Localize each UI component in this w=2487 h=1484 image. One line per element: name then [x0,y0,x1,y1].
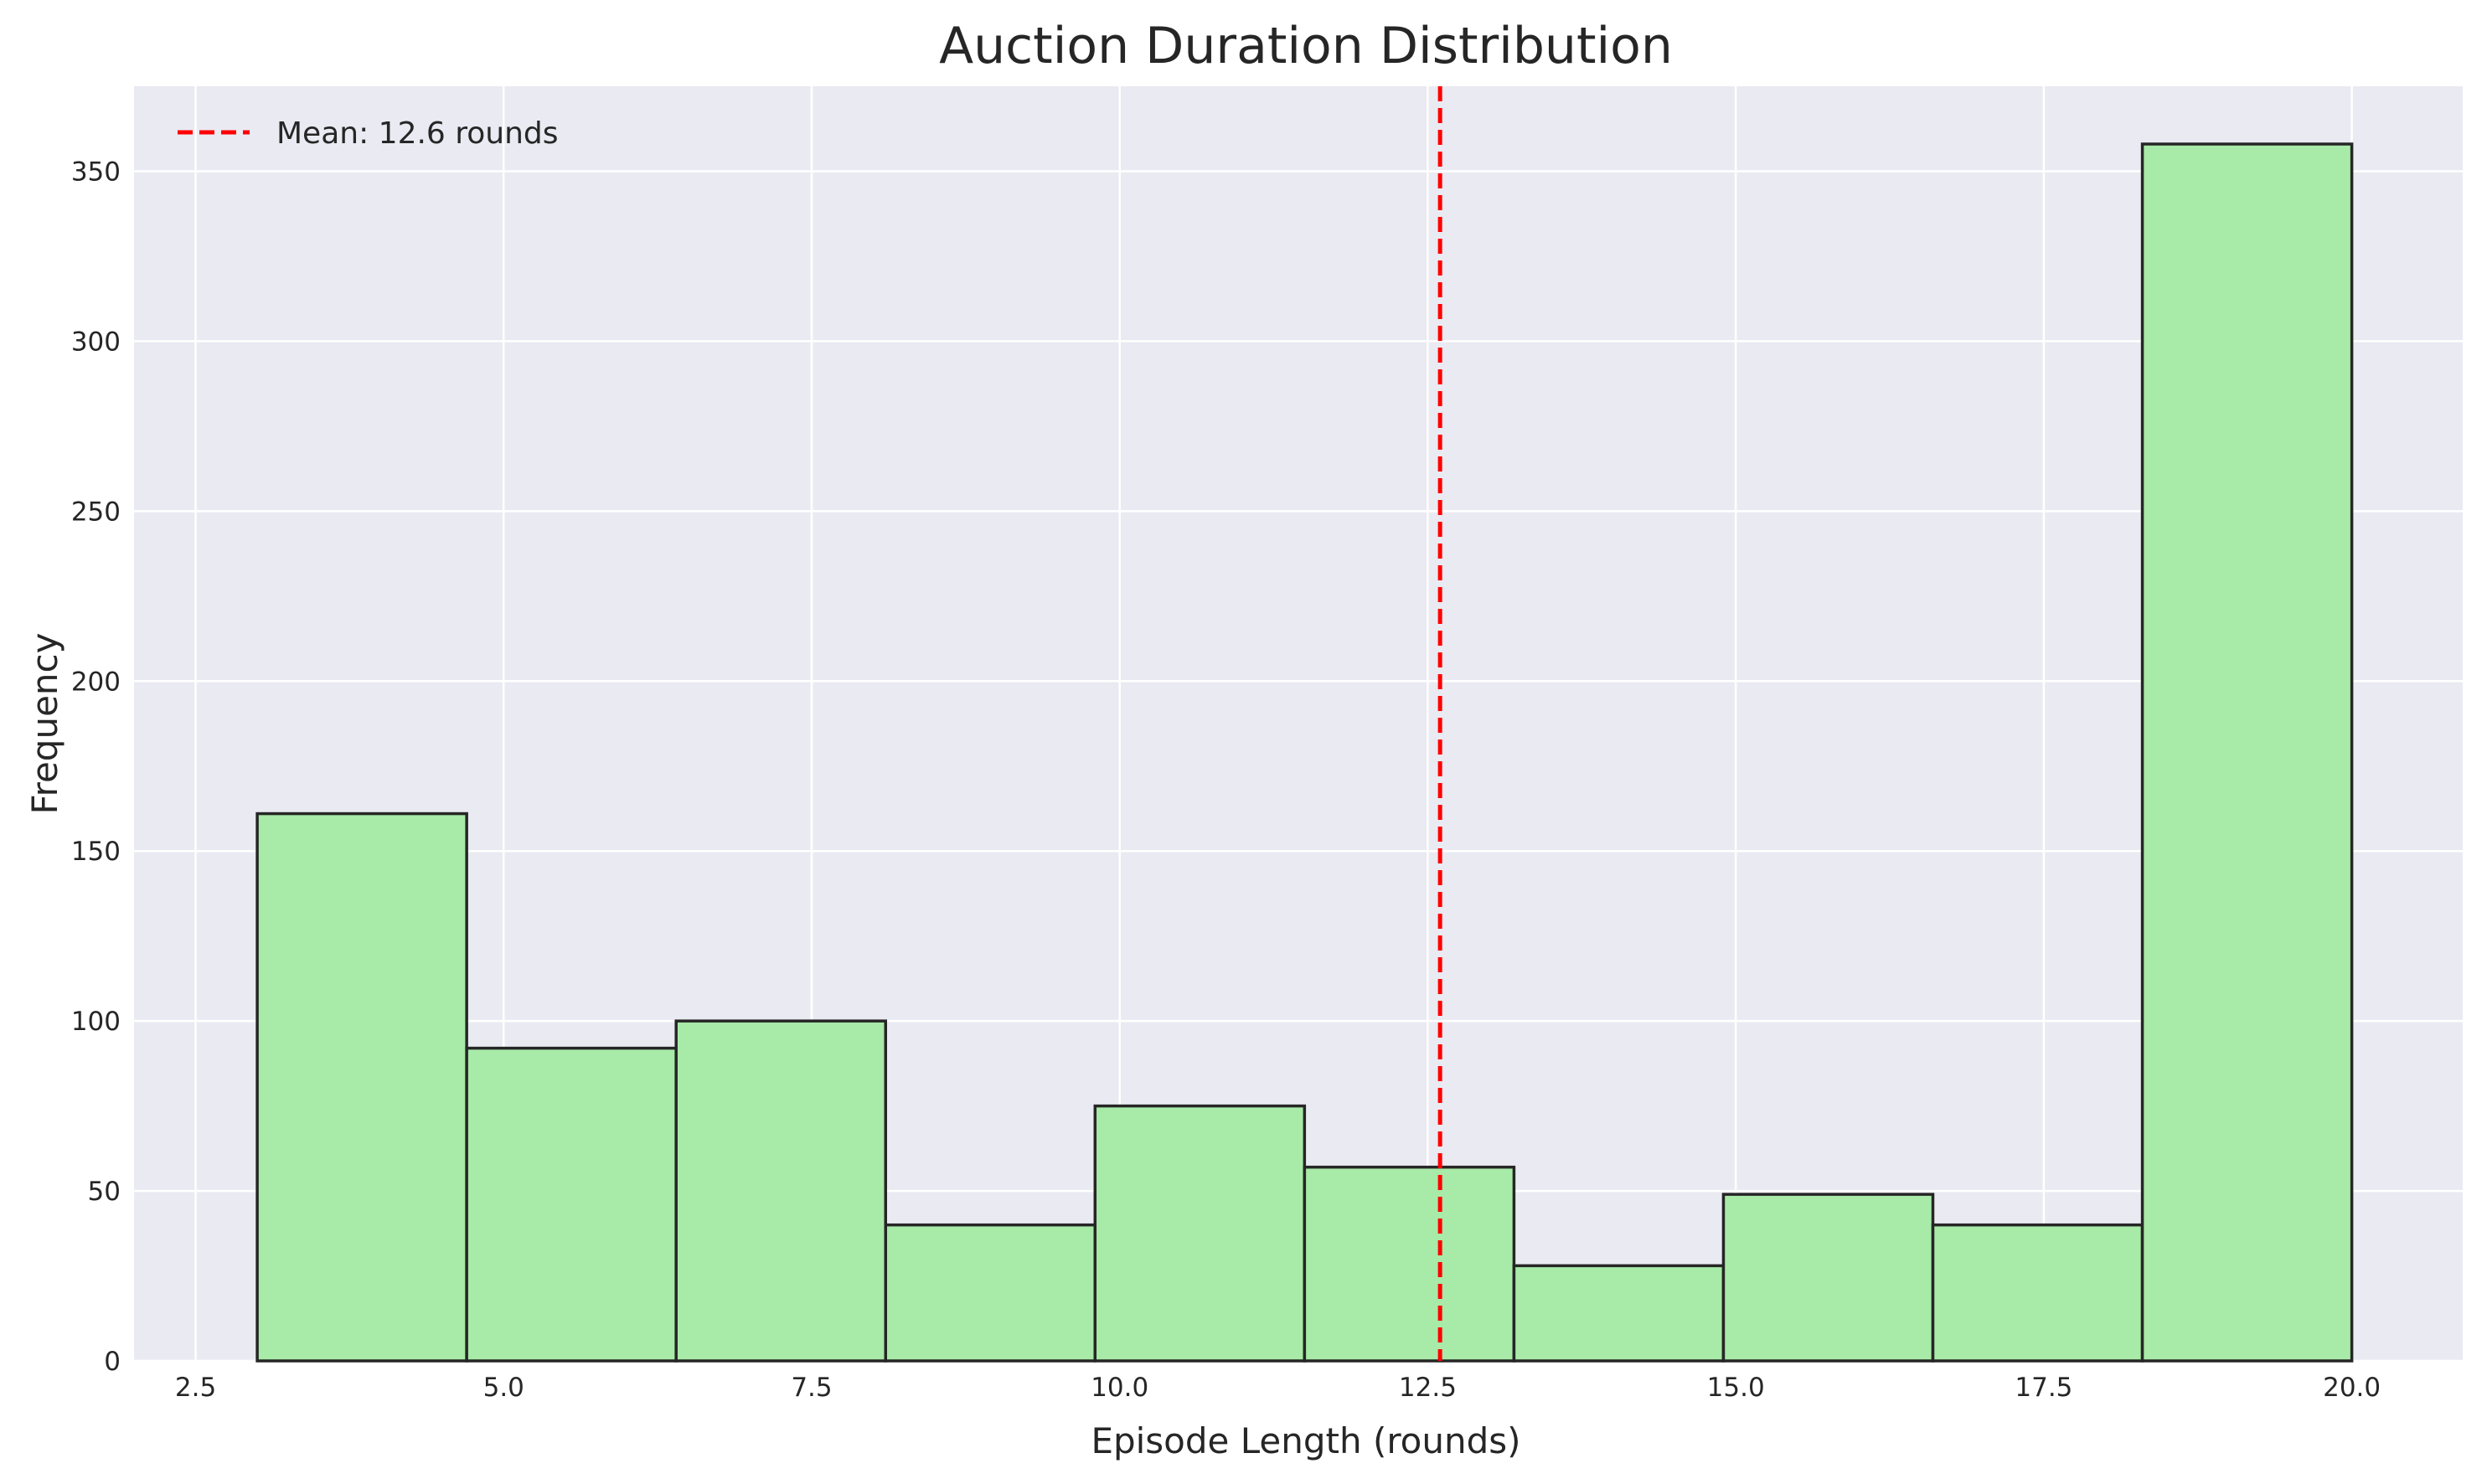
histogram-bar [2140,142,2354,1363]
histogram-bar [674,1019,887,1363]
y-tick-label: 200 [71,667,121,697]
y-tick-label: 300 [71,327,121,357]
x-tick-label: 15.0 [1707,1373,1765,1403]
x-tick-label: 5.0 [483,1373,524,1403]
x-tick-label: 10.0 [1091,1373,1148,1403]
y-tick-label: 50 [88,1177,121,1207]
histogram-bar [1512,1264,1726,1363]
histogram-bar [255,812,468,1363]
x-tick-label: 17.5 [2015,1373,2072,1403]
y-tick-label: 100 [71,1007,121,1037]
histogram-bars [255,142,2354,1363]
histogram-bar [1721,1193,1935,1363]
x-tick-label: 12.5 [1399,1373,1457,1403]
y-tick-label: 0 [104,1347,121,1377]
histogram-bar [1303,1165,1516,1363]
y-tick-label: 150 [71,837,121,867]
chart-title: Auction Duration Distribution [939,17,1673,75]
x-tick-labels: 2.5 5.0 7.5 10.0 12.5 15.0 17.5 20.0 [175,1373,2381,1403]
histogram-bar [1093,1104,1307,1363]
x-tick-label: 2.5 [175,1373,216,1403]
histogram-bar [465,1046,678,1363]
histogram-bar [884,1223,1097,1363]
legend-mean-label: Mean: 12.6 rounds [276,116,559,151]
y-tick-labels: 0 50 100 150 200 250 300 350 [71,157,121,1377]
legend: Mean: 12.6 rounds [178,116,559,151]
x-axis-label: Episode Length (rounds) [1091,1420,1520,1461]
x-tick-label: 20.0 [2323,1373,2381,1403]
y-axis-label: Frequency [24,633,65,815]
x-tick-label: 7.5 [791,1373,832,1403]
histogram-bar [1931,1223,2144,1363]
y-tick-label: 250 [71,497,121,527]
y-tick-label: 350 [71,157,121,187]
